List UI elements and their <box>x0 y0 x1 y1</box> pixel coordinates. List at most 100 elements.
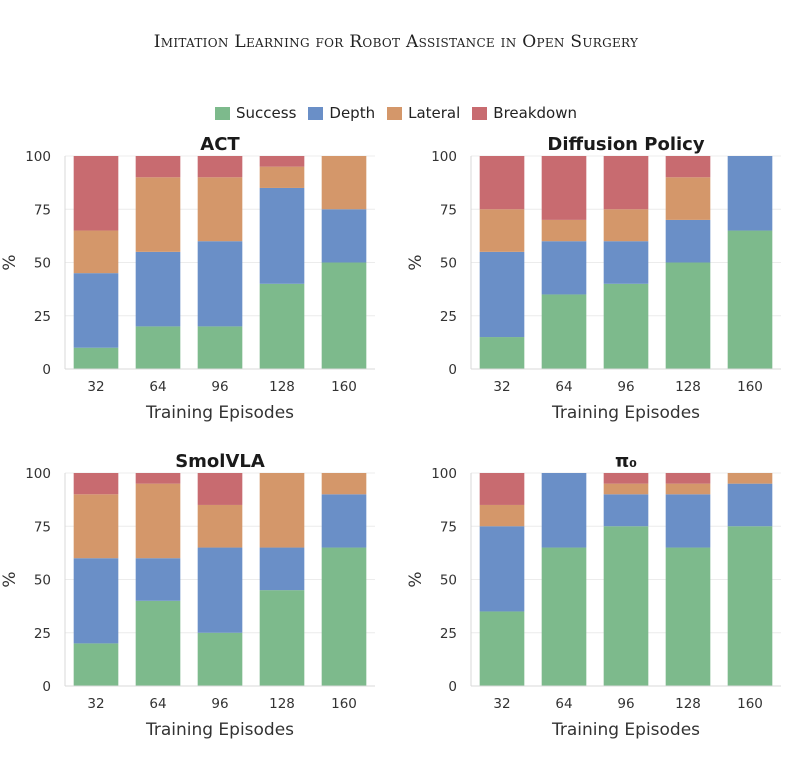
bar-breakdown-128 <box>259 156 305 167</box>
x-tick-label: 64 <box>555 379 572 395</box>
bar-depth-128 <box>259 547 305 591</box>
bar-breakdown-64 <box>135 156 181 178</box>
bar-depth-128 <box>665 494 711 548</box>
bar-lateral-128 <box>259 473 305 548</box>
bar-depth-128 <box>665 219 711 263</box>
bar-depth-64 <box>541 473 587 548</box>
bar-breakdown-32 <box>479 473 525 505</box>
legend-label: Lateral <box>408 104 461 122</box>
legend: Success Depth Lateral Breakdown <box>0 104 792 124</box>
y-tick-label: 25 <box>34 309 51 325</box>
y-tick-label: 100 <box>25 149 51 165</box>
x-tick-label: 32 <box>87 696 104 712</box>
bar-depth-160 <box>727 156 773 231</box>
bar-depth-32 <box>73 273 119 348</box>
bar-success-128 <box>665 262 711 369</box>
chart-pi0: 0 25 50 75 100 32 64 96 128 160 π₀ Training Episode… <box>406 451 781 740</box>
bar-success-64 <box>541 547 587 686</box>
bar-depth-64 <box>135 558 181 601</box>
y-tick-label: 25 <box>34 626 51 642</box>
bar-depth-128 <box>259 187 305 284</box>
y-tick-label: 100 <box>431 149 457 165</box>
bar-success-128 <box>665 547 711 686</box>
y-tick-label: 0 <box>448 362 457 378</box>
bar-lateral-64 <box>541 219 587 242</box>
bar-depth-64 <box>541 241 587 295</box>
bar-success-128 <box>259 283 305 369</box>
x-tick-label: 64 <box>149 379 166 395</box>
y-tick-label: 50 <box>34 573 51 589</box>
legend-item-breakdown: Breakdown <box>472 104 577 122</box>
legend-label: Breakdown <box>493 104 577 122</box>
bar-success-64 <box>135 326 181 369</box>
y-tick-label: 0 <box>42 362 51 378</box>
legend-label: Success <box>236 104 297 122</box>
legend-swatch <box>472 106 488 120</box>
chart-act: 0 25 50 75 100 32 64 96 128 160 ACT Training Episod… <box>0 134 375 423</box>
bar-breakdown-32 <box>73 156 119 231</box>
bar-lateral-32 <box>479 209 525 252</box>
bar-breakdown-32 <box>73 473 119 495</box>
bar-success-64 <box>135 600 181 686</box>
bar-success-96 <box>197 632 243 686</box>
y-axis-label: % <box>0 571 20 587</box>
y-tick-label: 100 <box>431 466 457 482</box>
legend-swatch <box>215 106 230 120</box>
bar-success-32 <box>479 337 525 369</box>
y-tick-label: 100 <box>25 466 51 482</box>
bar-lateral-64 <box>135 177 181 252</box>
bar-success-64 <box>541 294 587 369</box>
bar-breakdown-32 <box>479 156 525 210</box>
bar-success-96 <box>603 283 649 369</box>
bar-lateral-96 <box>197 177 243 242</box>
bar-depth-32 <box>73 558 119 644</box>
y-tick-label: 75 <box>440 202 457 218</box>
x-tick-label: 96 <box>211 696 228 712</box>
bar-lateral-160 <box>321 156 367 210</box>
y-tick-label: 0 <box>42 679 51 695</box>
y-tick-label: 50 <box>440 256 457 272</box>
bar-breakdown-64 <box>135 473 181 484</box>
x-tick-label: 160 <box>737 696 763 712</box>
x-tick-label: 32 <box>493 696 510 712</box>
bar-depth-96 <box>197 547 243 633</box>
y-tick-label: 50 <box>440 573 457 589</box>
bar-depth-160 <box>321 494 367 548</box>
chart-title: ACT <box>200 134 240 155</box>
bar-success-128 <box>259 590 305 686</box>
running-header: Imitation Learning for Robot Assistance … <box>153 32 639 52</box>
y-axis-label: % <box>0 254 20 270</box>
bar-depth-160 <box>321 209 367 263</box>
bar-depth-32 <box>479 526 525 612</box>
x-tick-label: 32 <box>493 379 510 395</box>
bar-success-96 <box>197 326 243 369</box>
x-tick-label: 128 <box>675 696 701 712</box>
bar-breakdown-96 <box>197 156 243 178</box>
bar-lateral-160 <box>321 473 367 495</box>
bar-success-32 <box>73 643 119 686</box>
bar-success-160 <box>727 230 773 369</box>
legend-label: Depth <box>329 104 376 122</box>
legend-swatch <box>387 106 403 120</box>
x-tick-label: 160 <box>331 696 357 712</box>
bar-lateral-64 <box>135 483 181 559</box>
bar-depth-96 <box>603 241 649 284</box>
y-tick-label: 25 <box>440 626 457 642</box>
bar-depth-96 <box>603 494 649 527</box>
y-tick-label: 25 <box>440 309 457 325</box>
y-tick-label: 75 <box>34 519 51 535</box>
bar-success-96 <box>603 526 649 686</box>
x-tick-label: 128 <box>675 379 701 395</box>
bar-breakdown-64 <box>541 156 587 220</box>
x-tick-label: 64 <box>149 696 166 712</box>
x-tick-label: 128 <box>269 379 295 395</box>
x-axis-label: Training Episodes <box>551 720 700 740</box>
bar-depth-64 <box>135 251 181 327</box>
legend-swatch <box>308 106 324 120</box>
y-axis-label: % <box>406 254 426 270</box>
y-tick-label: 75 <box>440 519 457 535</box>
x-axis-label: Training Episodes <box>551 403 700 423</box>
chart-smolvla: 0 25 50 75 100 32 64 96 128 160 SmolVLA Training Ep… <box>0 451 375 740</box>
bar-success-160 <box>321 547 367 686</box>
